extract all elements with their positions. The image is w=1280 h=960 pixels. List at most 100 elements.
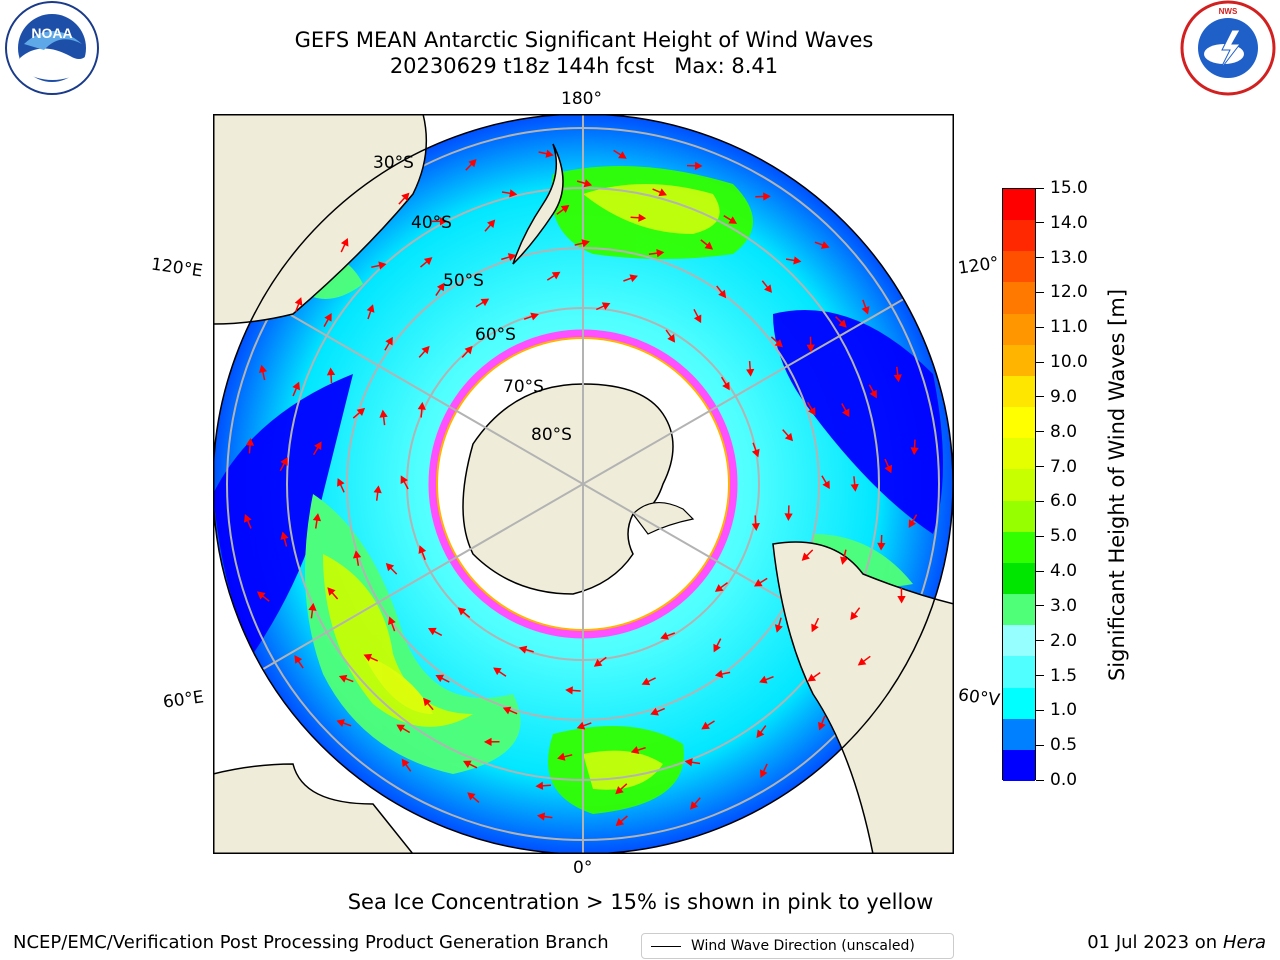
colorbar-band — [1003, 220, 1035, 252]
wind-arrow-head — [660, 631, 669, 640]
wind-arrow-head — [693, 314, 702, 324]
wind-arrow-head — [509, 189, 518, 198]
wind-arrow-head — [244, 514, 252, 523]
wind-arrow-head — [694, 161, 703, 170]
colorbar-band — [1003, 344, 1035, 377]
wind-arrow-head — [428, 627, 437, 636]
wind-arrow-head — [292, 381, 300, 391]
wind-arrow-head — [352, 550, 362, 559]
wind-arrow-head — [366, 304, 375, 313]
wind-arrow-head — [615, 818, 625, 827]
wind-arrow-head — [462, 760, 472, 768]
lat-label-80s: 80°S — [531, 425, 572, 445]
colorbar-tick-label: 7.0 — [1036, 458, 1077, 475]
colorbar-band — [1003, 375, 1035, 408]
colorbar-tick-label: 2.0 — [1036, 632, 1077, 649]
lon-label-0: 0° — [573, 858, 593, 878]
colorbar-band — [1003, 656, 1035, 689]
colorbar-tick-label: 1.0 — [1036, 702, 1077, 719]
colorbar-band — [1003, 189, 1035, 221]
wind-arrow-head — [817, 721, 826, 731]
wind-arrow-head — [884, 464, 893, 474]
wind-arrow-head — [385, 562, 395, 572]
chart-title: GEFS MEAN Antarctic Significant Height o… — [294, 28, 874, 52]
colorbar-tick-label: 12.0 — [1036, 284, 1088, 301]
colorbar-band — [1003, 282, 1035, 315]
wind-arrow-head — [897, 596, 906, 604]
wind-arrow-head — [245, 437, 255, 446]
wind-arrow-head — [838, 319, 847, 328]
nws-logo: NWS — [1176, 0, 1280, 104]
colorbar-tick-label: 9.0 — [1036, 388, 1077, 405]
wind-arrow-head — [601, 302, 611, 310]
wind-arrow-head — [713, 643, 721, 653]
wind-arrow-head — [457, 607, 467, 616]
wind-arrow-head — [363, 653, 373, 662]
lon-label-120w: 120° — [956, 253, 1001, 279]
lat-label-30s: 30°S — [373, 153, 414, 173]
wind-arrow-head — [326, 367, 336, 376]
wind-arrow-head — [746, 368, 755, 377]
wind-arrow-head — [793, 256, 802, 265]
wind-wave-arrows — [244, 149, 919, 827]
colorbar-label: Significant Height of Wind Waves [m] — [1105, 288, 1129, 682]
wind-arrow-head — [256, 591, 266, 600]
wind-arrow-head — [615, 786, 624, 795]
wind-arrow-head — [439, 217, 448, 226]
wind-arrow-head — [502, 706, 512, 715]
wind-arrow-head — [423, 257, 433, 266]
wind-arrow-head — [468, 158, 477, 168]
colorbar-band — [1003, 469, 1035, 502]
wind-arrow-head — [641, 677, 651, 686]
wind-arrow-head — [436, 282, 445, 292]
wind-arrow-head — [811, 623, 819, 633]
colorbar-band — [1003, 749, 1035, 782]
wind-arrow-head — [751, 523, 760, 531]
wind-arrow-head — [629, 274, 638, 283]
wind-arrow-head — [869, 389, 877, 399]
wind-arrow-head — [910, 447, 919, 456]
lat-label-70s: 70°S — [503, 377, 544, 397]
wind-arrow-head — [751, 448, 760, 458]
wind-arrow-head — [336, 719, 345, 728]
wind-arrow-head — [294, 297, 303, 306]
colorbar-band — [1003, 251, 1035, 283]
wind-arrow-head — [536, 812, 546, 821]
colorbar-band — [1003, 625, 1035, 657]
wind-arrow-head — [801, 552, 810, 561]
wind-arrow-head — [861, 306, 870, 315]
wind-arrow-head — [551, 271, 561, 280]
colorbar-tick-label: 1.5 — [1036, 667, 1077, 684]
lon-label-180: 180° — [561, 89, 602, 109]
wind-arrow-head — [507, 253, 517, 262]
colorbar — [1002, 188, 1036, 782]
colorbar-tick-label: 6.0 — [1036, 493, 1077, 510]
wind-arrow-head — [774, 624, 783, 633]
footer-host: Hera — [1222, 932, 1266, 953]
wind-arrow-head — [822, 480, 830, 490]
map-panel: 30°S 40°S 50°S 60°S 70°S 80°S Wind Wave … — [212, 113, 955, 959]
wind-arrow-head — [560, 204, 570, 213]
wind-arrow-head — [583, 179, 593, 188]
wind-arrow-head — [764, 284, 772, 293]
colorbar-tick-label: 3.0 — [1036, 597, 1077, 614]
wind-arrow-head — [338, 674, 348, 683]
wind-arrow-head — [483, 737, 492, 746]
wind-arrow-head — [518, 645, 528, 654]
wind-arrow-head — [565, 686, 573, 695]
colorbar-tick-label: 4.0 — [1036, 563, 1077, 580]
wind-arrow-head — [280, 531, 289, 540]
colorbar-band — [1003, 313, 1035, 346]
wind-arrow-head — [294, 655, 303, 664]
wind-arrow-head — [704, 241, 714, 250]
wind-arrow-head — [714, 669, 724, 679]
wind-arrow-head — [667, 334, 676, 343]
wind-arrow-head — [630, 746, 640, 754]
wind-arrow-head — [421, 345, 430, 355]
wind-arrow-head — [581, 239, 590, 248]
colorbar-tick-label: 13.0 — [1036, 249, 1088, 266]
footer-credit: NCEP/EMC/Verification Post Processing Pr… — [13, 932, 609, 953]
wind-arrow-head — [385, 336, 393, 346]
wind-arrow-head — [324, 313, 332, 322]
colorbar-band — [1003, 562, 1035, 595]
